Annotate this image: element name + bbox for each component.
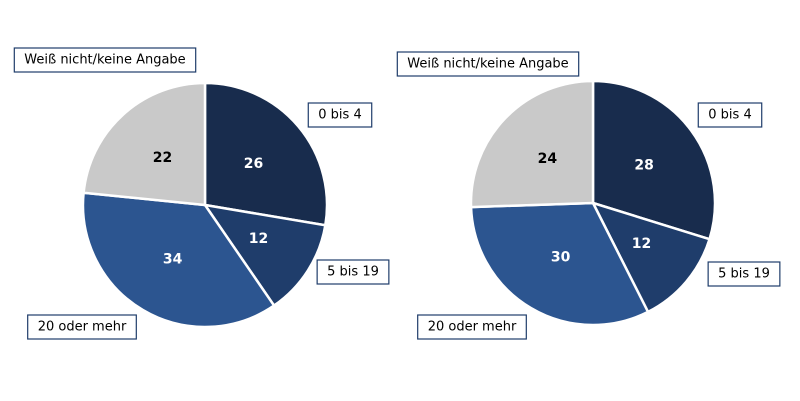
label-box <box>707 261 781 287</box>
value-label: 34 <box>163 252 183 268</box>
pie-slice <box>469 201 650 327</box>
pie-slice <box>202 203 327 308</box>
value-label: 24 <box>538 151 558 167</box>
pie-slice <box>203 81 329 227</box>
value-label: 22 <box>153 150 172 166</box>
category-label: 20 oder mehr <box>428 320 517 335</box>
label-box <box>13 47 197 73</box>
pie-slice <box>81 191 276 329</box>
pie-slice <box>591 79 717 241</box>
pie-slice <box>590 200 712 314</box>
value-label: 30 <box>551 250 571 266</box>
value-label: 12 <box>249 231 268 247</box>
category-label: 0 bis 4 <box>318 108 361 123</box>
category-label: 5 bis 19 <box>327 265 379 280</box>
pie-slice <box>469 79 595 209</box>
label-box <box>417 314 527 340</box>
category-label: Weiß nicht/keine Angabe <box>24 53 185 68</box>
category-label: 0 bis 4 <box>708 108 751 123</box>
label-box <box>697 102 763 128</box>
value-label: 28 <box>634 157 653 173</box>
label-box <box>396 51 580 77</box>
label-box <box>27 314 137 340</box>
category-label: 20 oder mehr <box>38 320 127 335</box>
label-box <box>307 102 373 128</box>
value-label: 26 <box>244 156 263 172</box>
pie-slice <box>82 81 207 207</box>
category-label: Weiß nicht/keine Angabe <box>407 57 568 72</box>
category-label: 5 bis 19 <box>718 267 770 282</box>
label-box <box>316 259 390 285</box>
value-label: 12 <box>632 236 651 252</box>
